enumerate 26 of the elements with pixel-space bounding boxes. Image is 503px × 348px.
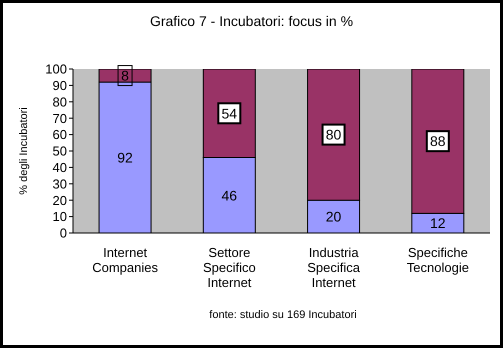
y-tick-label: 20 — [52, 192, 67, 208]
x-tick-label: Industria Specifica Internet — [307, 245, 361, 290]
y-tick-label: 90 — [52, 78, 67, 94]
data-label: 80 — [326, 126, 342, 143]
data-label: 12 — [430, 215, 446, 232]
chart-title: Grafico 7 - Incubatori: focus in % — [148, 13, 354, 29]
y-tick-label: 70 — [52, 110, 67, 126]
y-tick-label: 0 — [60, 226, 67, 241]
y-tick-label: 50 — [52, 144, 67, 159]
y-tick-label: 80 — [52, 94, 67, 110]
x-tick-label: Specifiche Tecnologie — [406, 245, 469, 275]
data-label: 88 — [430, 133, 446, 150]
y-tick-label: 10 — [52, 209, 67, 224]
data-label: 92 — [117, 150, 134, 166]
y-tick-label: 30 — [52, 176, 67, 192]
x-tick-label: Internet Companies — [92, 245, 158, 275]
data-label: 46 — [222, 187, 238, 204]
data-label: 54 — [222, 105, 238, 122]
data-label: 20 — [326, 208, 342, 225]
x-tick-label: Settore Specifico Internet — [203, 245, 256, 290]
y-tick-label: 40 — [52, 160, 67, 176]
y-axis-title: % degli Incubatori — [18, 107, 30, 195]
y-tick-label: 60 — [52, 127, 67, 142]
data-label: 8 — [121, 68, 130, 84]
source-note: fonte: studio su 169 Incubatori — [208, 309, 358, 321]
y-tick-label: 100 — [45, 62, 67, 77]
